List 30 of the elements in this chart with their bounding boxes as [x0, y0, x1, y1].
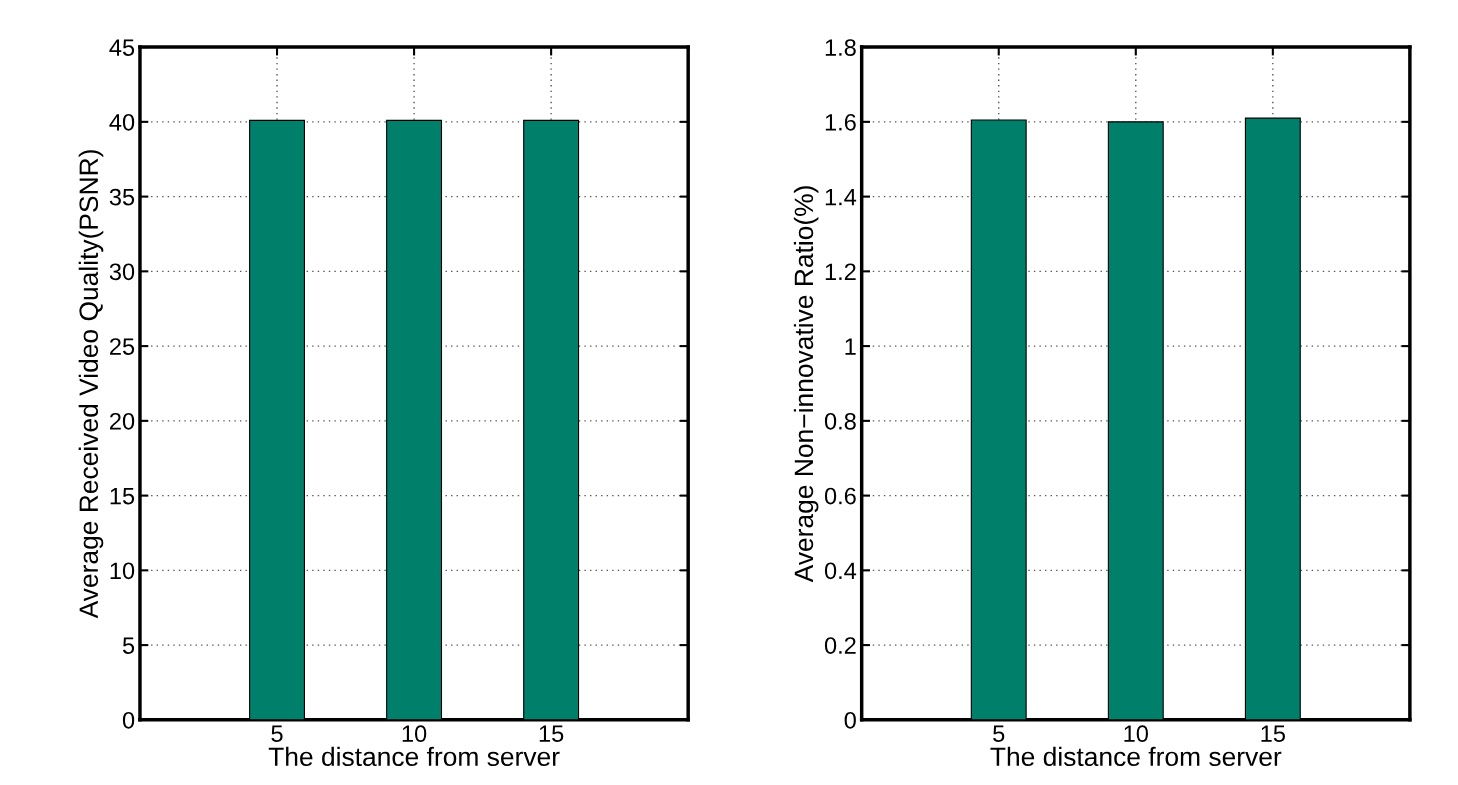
- y-tick-label: 0: [122, 711, 135, 729]
- y-tick-label: 45: [109, 39, 135, 56]
- x-axis-title: The distance from server: [990, 746, 1282, 767]
- y-tick-label: 1.4: [825, 188, 857, 206]
- y-tick-label: 35: [109, 188, 135, 206]
- x-tick-label: 10: [402, 725, 427, 743]
- y-tick-label: 20: [110, 412, 135, 430]
- y-tick-label: 0: [844, 711, 856, 729]
- y-tick-label: 10: [110, 562, 135, 580]
- y-tick-label: 25: [110, 338, 135, 355]
- y-tick-label: 1.2: [825, 263, 856, 280]
- y-tick-label: 0.4: [824, 562, 857, 580]
- y-tick-label: 40: [109, 113, 135, 131]
- y-tick-label: 1.8: [825, 39, 856, 56]
- x-tick-label: 15: [539, 725, 564, 743]
- x-axis-title: The distance from server: [268, 746, 560, 767]
- y-axis-title: Average Non−innovative Ratio(%): [793, 186, 819, 583]
- y-tick-label: 5: [122, 637, 135, 654]
- y-tick-label: 1: [845, 338, 856, 355]
- x-tick-label: 15: [1261, 725, 1285, 743]
- y-tick-label: 30: [109, 263, 135, 281]
- y-tick-label: 15: [110, 487, 135, 505]
- y-tick-label: 0.6: [824, 487, 856, 505]
- x-tick-label: 5: [271, 725, 283, 743]
- y-axis-title: Average Received Video Quality(PSNR): [78, 150, 104, 619]
- y-tick-label: 0.2: [824, 637, 856, 654]
- y-tick-label: 0.8: [824, 412, 856, 430]
- x-tick-label: 10: [1124, 725, 1148, 743]
- y-tick-label: 1.6: [825, 113, 856, 131]
- x-tick-label: 5: [993, 725, 1005, 743]
